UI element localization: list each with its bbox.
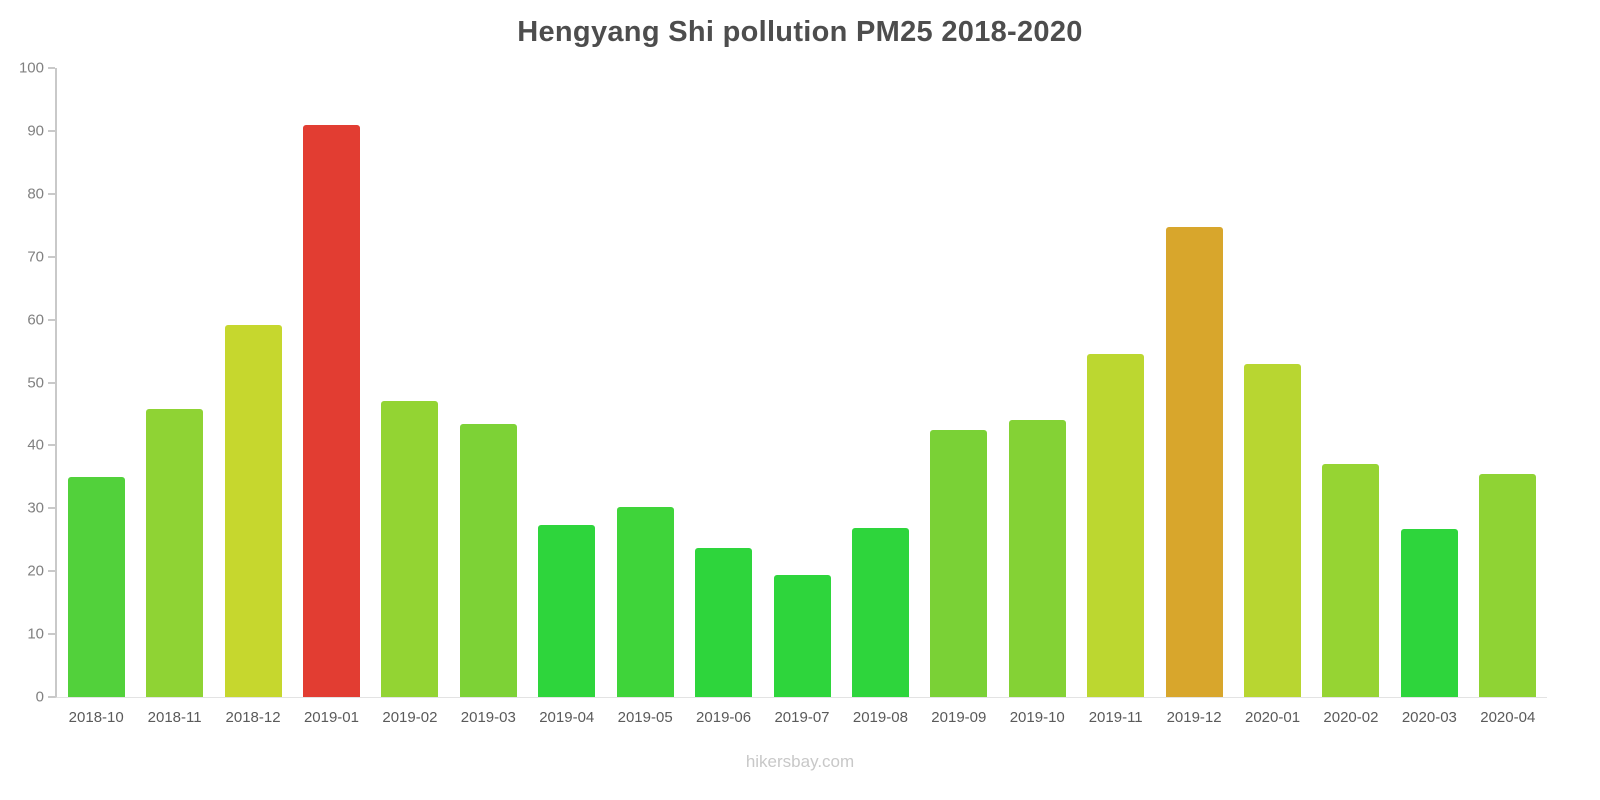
chart-title: Hengyang Shi pollution PM25 2018-2020 [517, 16, 1083, 48]
bar-2019-03 [459, 424, 517, 697]
x-axis-label-2019-01: 2019-01 [303, 709, 359, 726]
bar-2019-01 [302, 124, 360, 697]
y-axis-tick [48, 192, 55, 195]
bar-2020-02 [1322, 463, 1380, 697]
y-axis-tick-label: 30 [27, 499, 44, 517]
bar-2020-01 [1244, 364, 1302, 697]
x-axis-label-2020-02: 2020-02 [1323, 709, 1379, 726]
y-axis-tick [48, 318, 55, 321]
x-axis-label-2019-11: 2019-11 [1088, 709, 1143, 726]
x-axis-label-2019-05: 2019-05 [617, 709, 673, 726]
bar-2020-03 [1400, 529, 1458, 697]
x-axis-label-2020-01: 2020-01 [1244, 709, 1301, 726]
bar-2018-12 [224, 325, 282, 697]
y-axis-tick-label: 60 [27, 311, 44, 329]
x-axis-label-2020-03: 2020-03 [1401, 709, 1457, 726]
x-axis-label-2019-03: 2019-03 [460, 709, 516, 726]
x-axis-label-2018-11: 2018-11 [147, 709, 202, 726]
x-axis-label-2020-04: 2020-04 [1480, 709, 1536, 726]
bar-2019-05 [616, 507, 674, 697]
y-axis-tick [48, 255, 55, 258]
bar-2019-06 [695, 547, 753, 697]
x-axis-label-2019-12: 2019-12 [1166, 709, 1222, 726]
x-axis-label-2019-02: 2019-02 [382, 709, 438, 726]
x-axis-label-2018-12: 2018-12 [225, 709, 281, 726]
bar-2018-11 [146, 408, 204, 697]
y-axis-tick [48, 444, 55, 447]
y-axis-tick-label: 40 [27, 436, 44, 454]
bar-2019-11 [1087, 354, 1145, 697]
bar-2019-07 [773, 574, 831, 697]
bar-2019-12 [1165, 226, 1223, 697]
x-axis-label-2019-04: 2019-04 [539, 709, 595, 726]
y-axis-tick-label: 10 [27, 625, 44, 643]
bar-2018-10 [67, 476, 125, 697]
y-axis-tick [48, 129, 55, 132]
y-axis-tick-label: 0 [35, 688, 44, 706]
y-axis-tick-label: 80 [27, 185, 44, 203]
bar-2019-04 [538, 525, 596, 697]
y-axis-tick [48, 696, 55, 698]
x-axis-label-2019-06: 2019-06 [696, 709, 752, 726]
y-axis-tick-label: 50 [27, 374, 44, 391]
x-axis-label-2019-08: 2019-08 [852, 709, 908, 726]
plot-area: 0 10 20 30 40 50 60 70 80 90 100 2018-10 2018-11 2018… [19, 61, 1547, 726]
bar-2019-09 [930, 430, 988, 697]
x-axis-label-2019-07: 2019-07 [774, 709, 830, 726]
y-axis-tick [48, 570, 55, 573]
y-axis-tick [48, 67, 55, 69]
y-axis-tick-label: 100 [18, 59, 44, 77]
bar-2019-10 [1008, 420, 1066, 697]
x-axis-label-2019-09: 2019-09 [931, 709, 987, 726]
bar-2019-08 [851, 527, 909, 697]
y-axis-tick-label: 90 [27, 122, 44, 140]
x-axis-label-2018-10: 2018-10 [68, 709, 124, 726]
bar-2020-04 [1479, 473, 1537, 697]
y-axis-tick [48, 633, 55, 636]
y-axis-tick [48, 507, 55, 510]
y-axis-tick-label: 70 [27, 248, 44, 266]
watermark-text: hikersbay.com [745, 752, 855, 771]
x-axis-label-2019-10: 2019-10 [1009, 709, 1065, 726]
bar-2019-02 [381, 400, 439, 697]
y-axis-tick [48, 381, 55, 384]
y-axis-tick-label: 20 [27, 562, 44, 580]
